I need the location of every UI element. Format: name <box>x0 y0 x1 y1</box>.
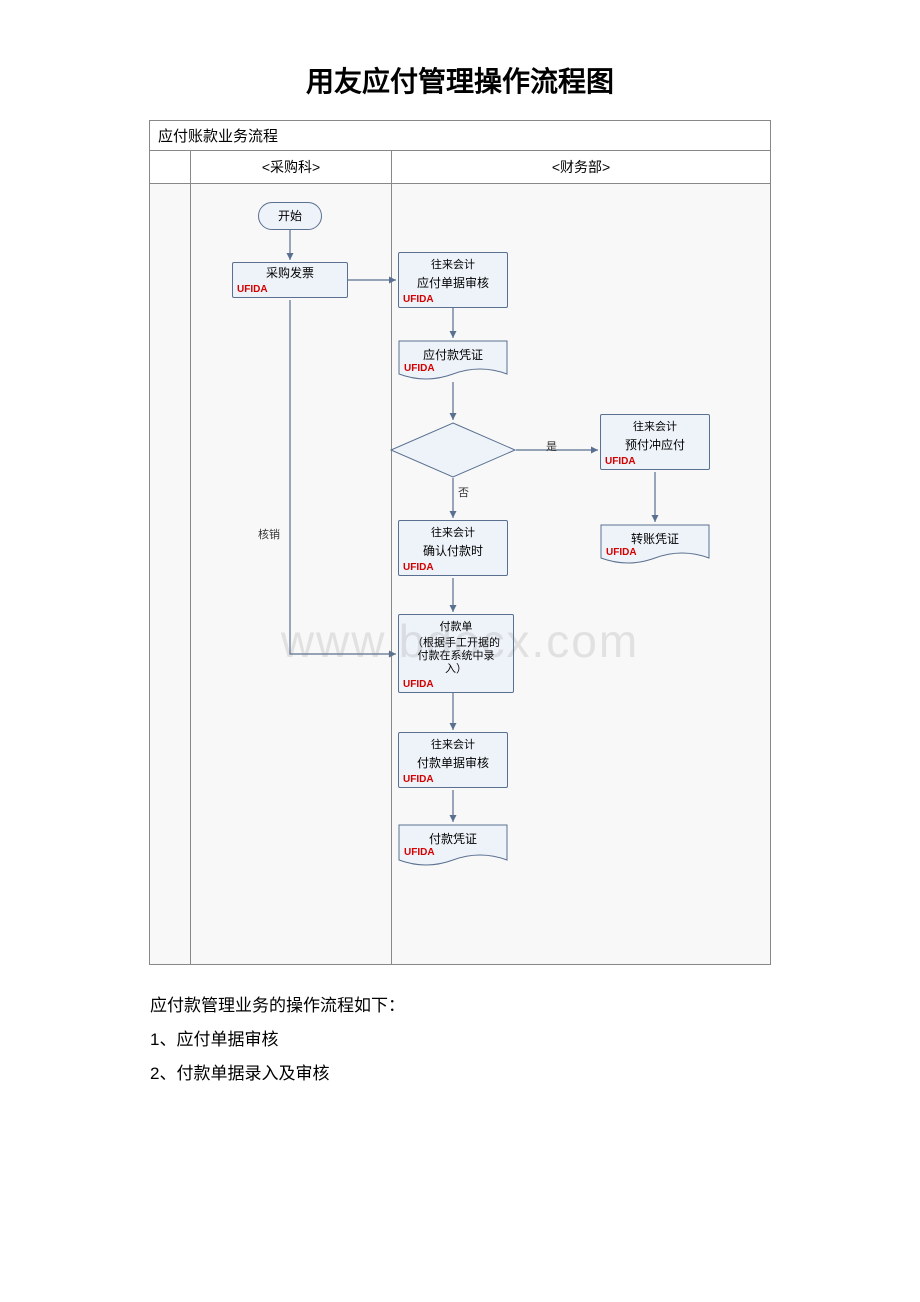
flowchart-container: 应付账款业务流程 <采购科> <财务部> www.bdocx.com 开始 采购… <box>149 120 771 965</box>
ufida-tag: UFIDA <box>233 283 347 297</box>
prepay-mid: 预付冲应付 <box>601 435 709 455</box>
audit-top: 往来会计 <box>399 253 507 273</box>
ufida-tag: UFIDA <box>398 363 508 374</box>
ufida-tag: UFIDA <box>399 773 507 787</box>
start-label: 开始 <box>278 209 302 223</box>
flow-header: 应付账款业务流程 <box>150 121 770 151</box>
voucher1-label: 应付款凭证 <box>398 346 508 363</box>
edge-yes-label: 是 <box>546 438 557 454</box>
confirm-mid: 确认付款时 <box>399 541 507 561</box>
page-title: 用友应付管理操作流程图 <box>80 60 840 100</box>
node-voucher2: 付款凭证 UFIDA <box>398 824 508 872</box>
payaudit-mid: 付款单据审核 <box>399 753 507 773</box>
lane-header-left: <采购科> <box>191 151 392 183</box>
ufida-tag: UFIDA <box>399 561 507 575</box>
node-payform: 付款单 （根据手工开据的 付款在系统中录 入） UFIDA <box>398 614 514 693</box>
prepay-top: 往来会计 <box>601 415 709 435</box>
lane-header-row: <采购科> <财务部> <box>150 151 770 184</box>
voucher2-label: 付款凭证 <box>398 830 508 847</box>
lane-body: www.bdocx.com 开始 采购发票 UFIDA 往来会计 应付单据审核 … <box>150 184 770 964</box>
ufida-tag: UFIDA <box>601 455 709 469</box>
node-prepay: 往来会计 预付冲应付 UFIDA <box>600 414 710 470</box>
decision-label: 是否有预付款 <box>420 442 486 458</box>
ufida-tag: UFIDA <box>398 847 508 858</box>
payform-mid: （根据手工开据的 付款在系统中录 入） <box>399 635 513 678</box>
node-confirm: 往来会计 确认付款时 UFIDA <box>398 520 508 576</box>
ufida-tag: UFIDA <box>600 547 710 558</box>
intro-line: 应付款管理业务的操作流程如下： <box>150 989 770 1023</box>
node-voucher1: 应付款凭证 UFIDA <box>398 340 508 386</box>
node-transfer: 转账凭证 UFIDA <box>600 524 710 570</box>
node-start: 开始 <box>258 202 322 230</box>
edge-verify-label: 核销 <box>258 526 280 542</box>
audit-mid: 应付单据审核 <box>399 273 507 293</box>
node-decision: 是否有预付款 <box>390 422 516 478</box>
node-invoice: 采购发票 UFIDA <box>232 262 348 298</box>
item-1: 1、应付单据审核 <box>150 1023 770 1057</box>
item-2: 2、付款单据录入及审核 <box>150 1057 770 1091</box>
node-audit: 往来会计 应付单据审核 UFIDA <box>398 252 508 308</box>
confirm-top: 往来会计 <box>399 521 507 541</box>
transfer-label: 转账凭证 <box>600 530 710 547</box>
ufida-tag: UFIDA <box>399 293 507 307</box>
invoice-label: 采购发票 <box>233 263 347 283</box>
lane-header-right: <财务部> <box>392 151 770 183</box>
ufida-tag: UFIDA <box>399 678 513 692</box>
body-text: 应付款管理业务的操作流程如下： 1、应付单据审核 2、付款单据录入及审核 <box>150 989 770 1091</box>
payform-top: 付款单 <box>399 615 513 635</box>
node-payaudit: 往来会计 付款单据审核 UFIDA <box>398 732 508 788</box>
payaudit-top: 往来会计 <box>399 733 507 753</box>
edge-no-label: 否 <box>458 484 469 500</box>
